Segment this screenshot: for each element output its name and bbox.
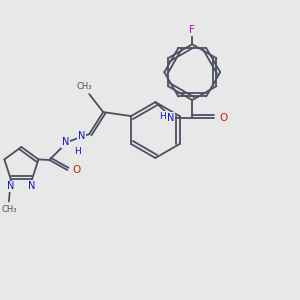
Text: N: N (28, 182, 36, 191)
Text: N: N (61, 137, 69, 147)
Text: H: H (159, 112, 166, 121)
Text: O: O (72, 165, 80, 175)
Text: CH₃: CH₃ (1, 205, 16, 214)
Text: H: H (74, 148, 81, 157)
Text: N: N (78, 131, 85, 141)
Text: N: N (7, 182, 14, 191)
Text: O: O (219, 113, 227, 123)
Text: F: F (189, 25, 195, 35)
Text: CH₃: CH₃ (76, 82, 92, 91)
Text: N: N (167, 113, 174, 123)
